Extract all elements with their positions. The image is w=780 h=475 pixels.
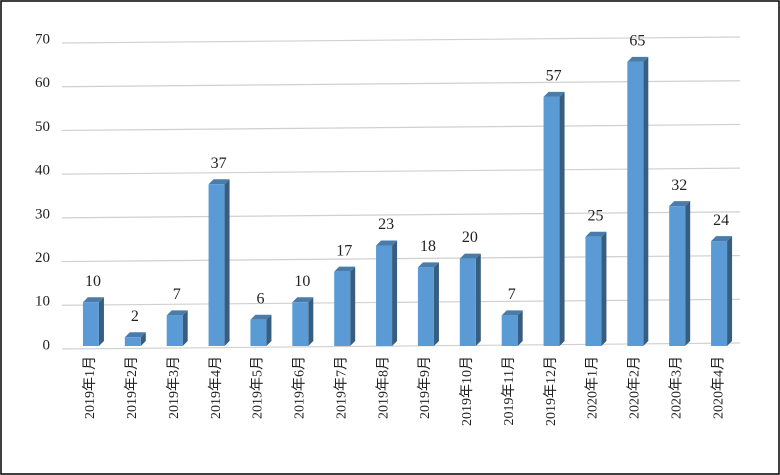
x-tick-label: 2019年12月 [543, 356, 559, 426]
bar-top [166, 310, 188, 316]
y-tick-label: 40 [35, 163, 50, 179]
x-tick-label: 2019年10月 [459, 356, 475, 426]
x-tick-label: 2019年8月 [375, 356, 391, 419]
bar-top [459, 253, 481, 259]
grid-line [61, 167, 741, 175]
bar-top [711, 236, 733, 242]
bar-top [417, 262, 439, 268]
bar-side [685, 201, 691, 346]
grid-line [61, 123, 741, 132]
data-label: 57 [546, 68, 562, 85]
bar-top [250, 314, 272, 320]
x-tick-label: 2020年3月 [668, 356, 684, 419]
bar [585, 236, 602, 346]
x-tick-label: 2020年1月 [585, 356, 601, 419]
x-tick-label: 2019年1月 [82, 356, 98, 419]
bar [208, 184, 225, 346]
bar-side [98, 297, 104, 346]
bar-side [266, 314, 272, 346]
bar-top [82, 297, 104, 303]
data-label: 7 [173, 286, 181, 303]
x-tick-label: 2019年4月 [208, 356, 224, 419]
bar-side [643, 56, 649, 346]
bar [669, 206, 686, 346]
x-tick-label: 2020年2月 [627, 356, 643, 419]
grid-line [61, 80, 741, 88]
grid-line [61, 342, 741, 350]
bar [501, 315, 518, 346]
bar [250, 319, 267, 346]
data-label: 10 [85, 273, 101, 290]
bar-side [601, 231, 607, 346]
data-label: 10 [294, 273, 310, 290]
x-tick-label: 2019年7月 [333, 356, 349, 419]
data-label: 25 [587, 207, 603, 224]
bar [376, 245, 393, 346]
data-label: 23 [378, 216, 394, 233]
bar-side [308, 297, 314, 346]
y-tick-label: 70 [35, 31, 50, 47]
bar-side [727, 236, 733, 346]
y-tick-label: 0 [43, 337, 51, 353]
grid-line [61, 298, 741, 306]
bar-side [224, 179, 230, 346]
bar-side [182, 310, 188, 346]
bar-side [475, 253, 481, 346]
grid-line [61, 211, 741, 219]
bar-side [559, 91, 565, 346]
bar [711, 241, 728, 346]
bar [543, 96, 560, 346]
bar-top [334, 266, 356, 272]
bar-top [208, 179, 230, 185]
data-label: 65 [629, 33, 645, 50]
bar-top [376, 240, 398, 246]
bar [459, 258, 476, 346]
x-tick-label: 2020年4月 [710, 356, 726, 419]
bar [166, 315, 183, 346]
bar-side [517, 310, 523, 346]
bar-top [627, 56, 649, 62]
x-tick-label: 2019年6月 [292, 356, 308, 419]
data-label: 7 [508, 286, 516, 303]
y-tick-label: 60 [35, 75, 50, 91]
data-label: 32 [671, 177, 687, 194]
data-label: 2 [131, 308, 139, 325]
data-label: 17 [336, 242, 352, 259]
bar [334, 271, 351, 346]
y-tick-label: 20 [35, 250, 50, 266]
bar-top [669, 201, 691, 207]
data-label: 6 [256, 290, 264, 307]
bar-side [140, 332, 146, 346]
x-tick-label: 2019年9月 [417, 356, 433, 419]
bar [124, 337, 141, 346]
x-tick-label: 2019年2月 [124, 356, 140, 419]
x-tick-label: 2019年3月 [166, 356, 182, 419]
bar [417, 267, 434, 346]
grid-line [61, 36, 741, 44]
bar-side [433, 262, 439, 346]
bar [627, 61, 644, 346]
bar [82, 302, 99, 346]
bar-top [124, 332, 146, 338]
bar-side [392, 240, 398, 346]
grid-line [61, 254, 741, 263]
x-tick-label: 2019年5月 [250, 356, 266, 419]
y-tick-label: 50 [35, 119, 50, 135]
bar [292, 302, 309, 346]
data-label: 24 [713, 212, 729, 229]
y-tick-label: 30 [35, 206, 50, 222]
data-label: 20 [462, 229, 478, 246]
bar-top [543, 91, 565, 97]
y-tick-label: 10 [35, 294, 50, 310]
x-tick-label: 2019年11月 [501, 356, 517, 425]
data-label: 18 [420, 238, 436, 255]
data-label: 37 [211, 155, 227, 172]
bar-side [350, 266, 356, 346]
bar-top [292, 297, 314, 303]
bar-top [585, 231, 607, 237]
bar-top [501, 310, 523, 316]
